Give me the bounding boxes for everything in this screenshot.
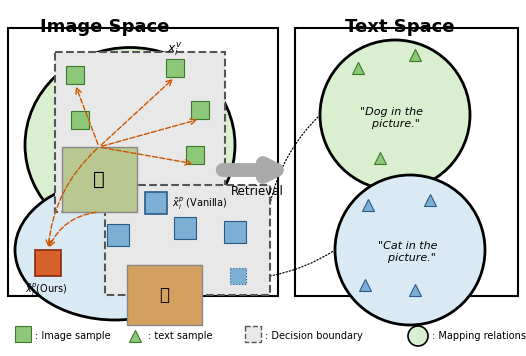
Bar (127, 265, 202, 325)
Bar (186, 146, 204, 164)
Text: 🐕: 🐕 (93, 169, 105, 188)
Text: "Cat in the
  picture.": "Cat in the picture." (378, 241, 438, 263)
Bar (105, 185, 270, 295)
Bar (245, 326, 261, 342)
Bar (66, 66, 84, 84)
Text: 🐈: 🐈 (159, 286, 169, 304)
Bar (35, 250, 61, 276)
Bar (295, 28, 518, 296)
Bar (224, 221, 246, 243)
Bar (145, 192, 167, 214)
Circle shape (408, 326, 428, 346)
Text: : Mapping relations: : Mapping relations (432, 331, 526, 341)
Text: Image Space: Image Space (41, 18, 170, 36)
Bar (174, 217, 196, 239)
Bar (55, 52, 225, 212)
Text: Text Space: Text Space (345, 18, 455, 36)
Text: : text sample: : text sample (148, 331, 213, 341)
Text: : Image sample: : Image sample (35, 331, 110, 341)
Bar (107, 224, 129, 246)
Text: "Dog in the
  picture.": "Dog in the picture." (360, 107, 423, 129)
Circle shape (320, 40, 470, 190)
Bar (71, 111, 89, 129)
Text: $\tilde{x}_i^p$(Ours): $\tilde{x}_i^p$(Ours) (25, 282, 67, 298)
Circle shape (335, 175, 485, 325)
Ellipse shape (25, 47, 235, 242)
Bar (8, 28, 278, 296)
Text: : Decision boundary: : Decision boundary (265, 331, 363, 341)
Bar (15, 326, 31, 342)
Text: $\tilde{x}_i^p$ (Vanilla): $\tilde{x}_i^p$ (Vanilla) (172, 196, 228, 212)
Text: $x_i^v$: $x_i^v$ (167, 40, 183, 58)
Ellipse shape (15, 180, 215, 320)
Bar (166, 59, 184, 77)
Bar (191, 101, 209, 119)
Bar (62, 147, 137, 212)
Text: Retrieval: Retrieval (230, 185, 284, 198)
Bar (230, 268, 246, 284)
